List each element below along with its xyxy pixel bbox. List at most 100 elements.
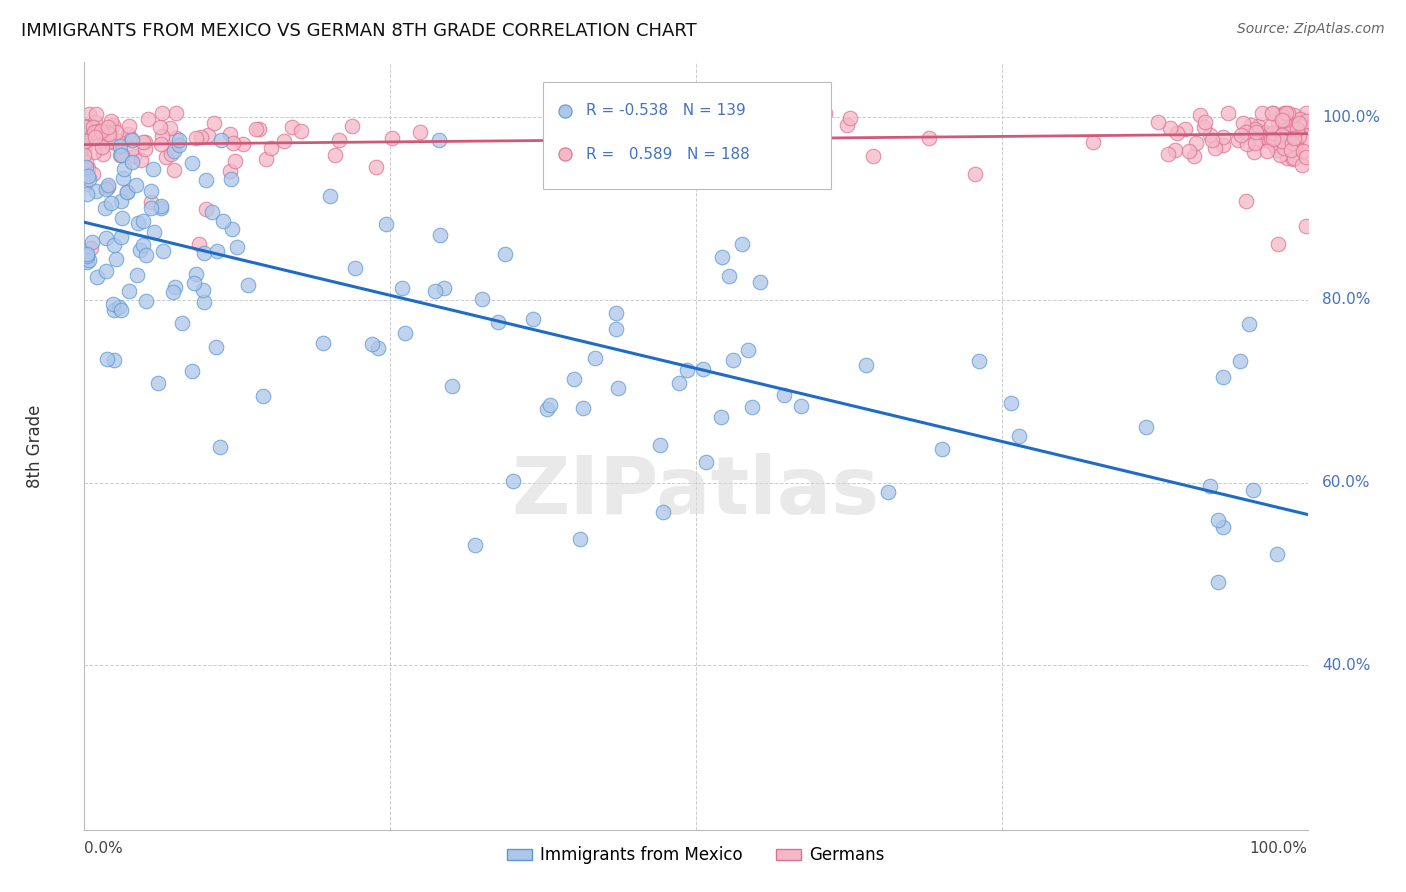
Point	[132, 135, 155, 149]
Point	[103, 238, 125, 252]
Point	[118, 119, 141, 133]
Point	[425, 284, 447, 298]
Text: R =   0.589   N = 188: R = 0.589 N = 188	[586, 147, 749, 162]
Point	[197, 128, 219, 143]
Point	[224, 153, 246, 168]
Point	[1271, 128, 1294, 142]
Point	[1204, 141, 1226, 155]
Point	[190, 129, 212, 144]
Point	[184, 267, 207, 281]
Point	[1256, 145, 1278, 159]
Point	[1281, 153, 1303, 167]
Point	[103, 353, 125, 368]
Point	[375, 217, 398, 231]
Point	[1267, 237, 1289, 252]
Point	[1281, 136, 1303, 150]
FancyBboxPatch shape	[543, 81, 831, 189]
Point	[82, 235, 104, 249]
Point	[695, 455, 717, 469]
Point	[77, 107, 100, 121]
Point	[76, 249, 98, 263]
Point	[605, 322, 627, 336]
Point	[1279, 143, 1302, 157]
Point	[651, 505, 673, 519]
Point	[725, 139, 748, 153]
Point	[1083, 136, 1105, 150]
Point	[128, 243, 150, 257]
Point	[180, 155, 202, 169]
Point	[100, 114, 122, 128]
Point	[143, 225, 166, 239]
Point	[367, 341, 389, 355]
Point	[1256, 130, 1278, 145]
Point	[82, 167, 104, 181]
Point	[1243, 121, 1265, 136]
Point	[132, 214, 155, 228]
Point	[1212, 520, 1234, 534]
Point	[1288, 118, 1310, 132]
Text: 40.0%: 40.0%	[1322, 657, 1371, 673]
Point	[108, 300, 131, 314]
Point	[84, 115, 107, 129]
Point	[572, 401, 595, 416]
Point	[1260, 132, 1282, 146]
Point	[180, 364, 202, 378]
Point	[1135, 420, 1157, 434]
Point	[1227, 133, 1250, 147]
Point	[150, 199, 173, 213]
Point	[73, 141, 96, 155]
Point	[650, 438, 672, 452]
Point	[1291, 158, 1313, 172]
Point	[1267, 117, 1289, 131]
Point	[247, 122, 270, 136]
Point	[77, 122, 100, 136]
Point	[209, 133, 232, 147]
Point	[162, 285, 184, 299]
Point	[773, 388, 796, 402]
Point	[1229, 354, 1251, 368]
Point	[1229, 128, 1251, 143]
Point	[1247, 119, 1270, 133]
Point	[136, 112, 159, 126]
Point	[606, 382, 628, 396]
Point	[1295, 219, 1317, 233]
Point	[205, 340, 228, 354]
Point	[112, 161, 135, 176]
Point	[323, 147, 346, 161]
Point	[149, 120, 172, 135]
Point	[194, 202, 217, 216]
Point	[1272, 141, 1295, 155]
Point	[84, 106, 107, 120]
Point	[1253, 124, 1275, 138]
Point	[1288, 116, 1310, 130]
Text: 100.0%: 100.0%	[1250, 840, 1308, 855]
Point	[676, 363, 699, 377]
Point	[918, 130, 941, 145]
Point	[361, 336, 384, 351]
Point	[141, 194, 163, 209]
Point	[121, 142, 143, 156]
Point	[232, 137, 254, 152]
Point	[1284, 140, 1306, 154]
Point	[1295, 150, 1317, 164]
Point	[1274, 114, 1296, 128]
Text: 100.0%: 100.0%	[1322, 110, 1381, 125]
Point	[312, 335, 335, 350]
Point	[1282, 122, 1305, 136]
Point	[254, 152, 277, 166]
Point	[219, 127, 242, 141]
Point	[1241, 483, 1264, 497]
Point	[90, 124, 112, 138]
Point	[163, 280, 186, 294]
Point	[1182, 149, 1205, 163]
Point	[692, 361, 714, 376]
Point	[281, 120, 304, 134]
Point	[134, 135, 156, 149]
Point	[471, 292, 494, 306]
Point	[1198, 128, 1220, 142]
Point	[1194, 115, 1216, 129]
Point	[112, 170, 135, 185]
Point	[1208, 574, 1230, 589]
Point	[73, 167, 96, 181]
Point	[172, 316, 194, 330]
